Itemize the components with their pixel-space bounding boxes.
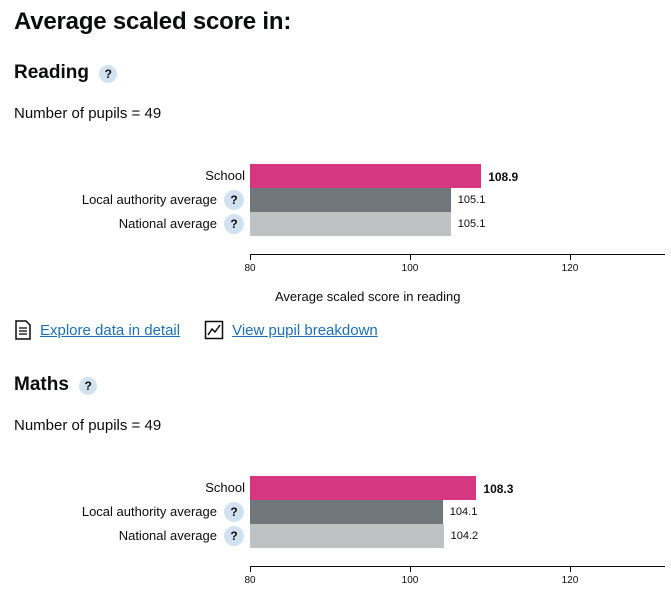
maths-category-label-0: School <box>205 480 245 495</box>
reading-links: Explore data in detail View pupil breakd… <box>14 320 378 340</box>
maths-tick-mark-0 <box>250 566 251 572</box>
maths-x-axis <box>250 566 665 567</box>
maths-value-label-1: 104.1 <box>449 506 478 518</box>
maths-value-label-0: 108.3 <box>483 482 514 496</box>
reading-help-icon-2[interactable]: ? <box>224 214 244 234</box>
reading-tick-mark-0 <box>250 254 251 260</box>
reading-title: Reading <box>14 62 89 83</box>
reading-value-label-2: 105.1 <box>457 218 486 230</box>
reading-category-label-0: School <box>205 168 245 183</box>
maths-tick-label-0: 80 <box>244 575 256 586</box>
reading-chart: School 108.9 Local authority average? 105.1… <box>0 160 671 310</box>
reading-bar-2 <box>250 212 451 236</box>
maths-value-label-2: 104.2 <box>450 530 479 542</box>
explore-data-link[interactable]: Explore data in detail <box>14 320 180 340</box>
maths-category-label-2: National average <box>118 528 217 543</box>
maths-title: Maths <box>14 374 69 395</box>
reading-tick-label-1: 100 <box>401 263 419 274</box>
maths-help-icon-2[interactable]: ? <box>224 526 244 546</box>
reading-tick-mark-1 <box>410 254 411 260</box>
explore-data-label: Explore data in detail <box>40 321 181 339</box>
view-pupil-breakdown-label: View pupil breakdown <box>232 321 378 339</box>
reading-section-title: Reading ? <box>14 62 118 84</box>
reading-tick-label-0: 80 <box>244 263 256 274</box>
maths-pupil-count: Number of pupils = 49 <box>14 417 162 434</box>
line-chart-icon <box>204 320 224 340</box>
reading-value-label-0: 108.9 <box>488 170 519 184</box>
maths-bar-0 <box>250 476 477 500</box>
document-icon <box>15 320 31 340</box>
maths-tick-label-2: 120 <box>561 575 579 586</box>
reading-x-axis <box>250 254 665 255</box>
reading-bar-1 <box>250 188 451 212</box>
reading-tick-label-2: 120 <box>561 263 579 274</box>
maths-tick-mark-1 <box>410 566 411 572</box>
maths-tick-mark-2 <box>570 566 571 572</box>
view-pupil-breakdown-link[interactable]: View pupil breakdown <box>204 320 378 340</box>
maths-tick-label-1: 100 <box>401 575 419 586</box>
maths-category-label-1: Local authority average <box>81 504 217 519</box>
reading-help-icon[interactable]: ? <box>99 65 118 83</box>
maths-bar-2 <box>250 524 444 548</box>
maths-help-icon[interactable]: ? <box>79 377 98 395</box>
maths-bar-1 <box>250 500 443 524</box>
reading-bar-0 <box>250 164 482 188</box>
maths-help-icon-1[interactable]: ? <box>224 502 244 522</box>
maths-chart: School 108.3 Local authority average? 104.1… <box>0 472 671 592</box>
reading-value-label-1: 105.1 <box>457 194 486 206</box>
reading-help-icon-1[interactable]: ? <box>224 190 244 210</box>
reading-category-label-2: National average <box>118 216 217 231</box>
reading-category-label-1: Local authority average <box>81 192 217 207</box>
reading-pupil-count: Number of pupils = 49 <box>14 105 162 122</box>
page-title: Average scaled score in: <box>14 8 292 35</box>
reading-x-axis-label: Average scaled score in reading <box>275 289 461 304</box>
maths-section-title: Maths ? <box>14 374 98 396</box>
reading-tick-mark-2 <box>570 254 571 260</box>
